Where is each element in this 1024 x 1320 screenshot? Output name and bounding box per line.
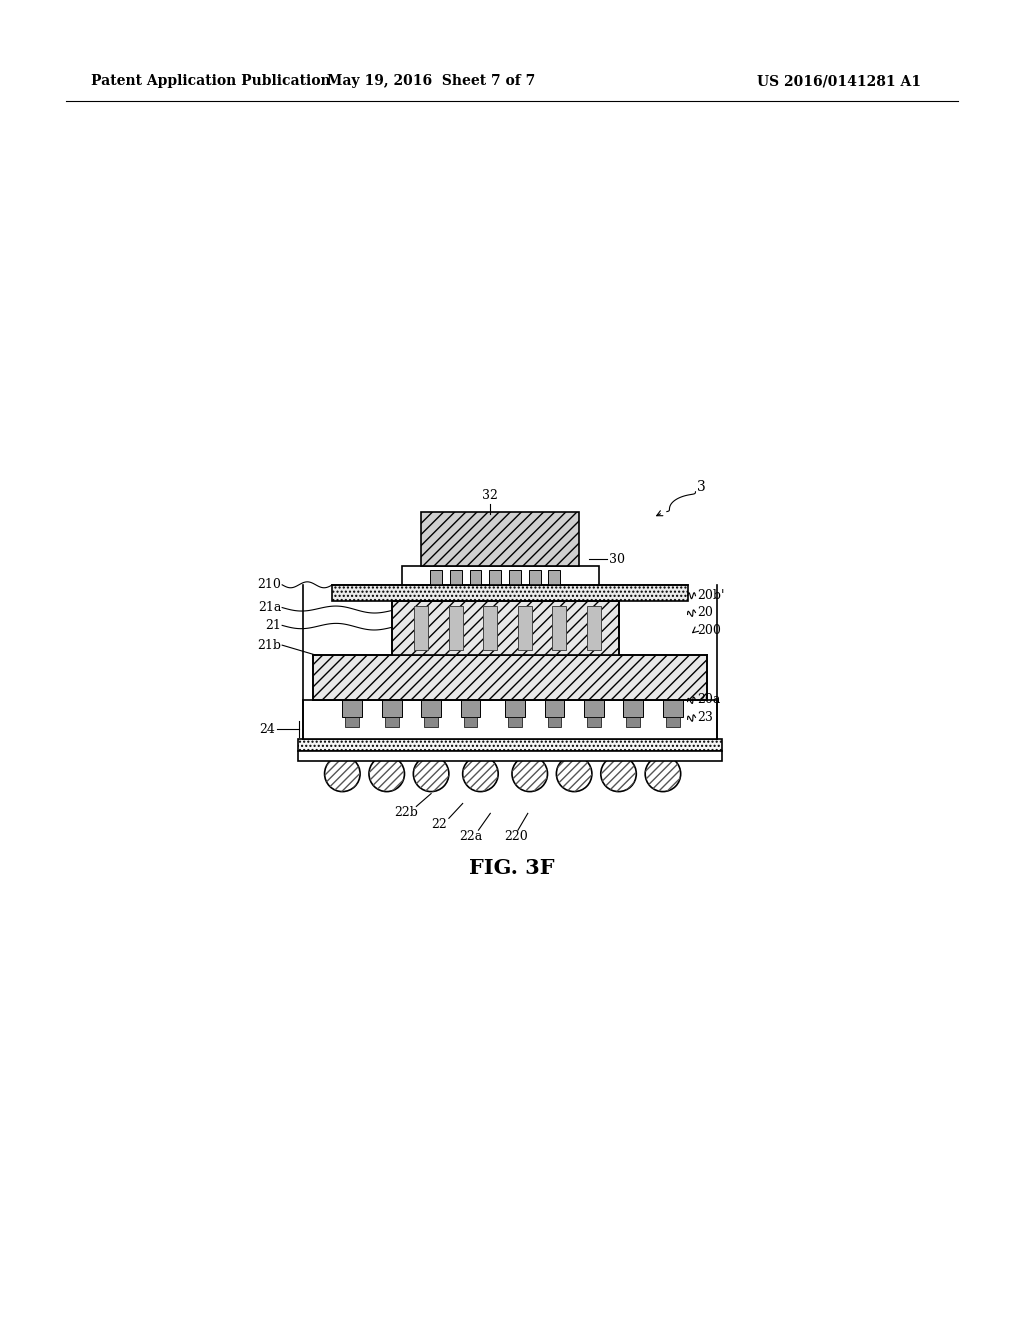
Bar [663,700,683,717]
Circle shape [601,756,636,792]
Bar [421,512,580,566]
Text: 21b: 21b [257,639,282,652]
Bar [518,606,531,651]
Circle shape [369,756,404,792]
Bar [464,717,477,727]
Bar [470,570,481,585]
Text: 220: 220 [504,830,527,843]
Text: 24: 24 [259,723,275,735]
Bar [624,700,643,717]
Text: 20b': 20b' [697,589,725,602]
Bar [509,570,521,585]
Bar [391,601,618,655]
Bar [312,655,708,700]
Bar [449,606,463,651]
Bar [421,700,441,717]
Bar [333,585,687,601]
Bar [587,717,601,727]
Text: 20: 20 [697,606,714,619]
Bar [430,570,442,585]
Bar [385,717,398,727]
Circle shape [463,756,499,792]
Text: 200: 200 [697,624,721,636]
Circle shape [645,756,681,792]
Bar [298,739,722,751]
Bar [298,751,722,760]
Bar [584,700,604,717]
Bar [528,570,541,585]
Text: 30: 30 [608,553,625,565]
Bar [401,566,599,585]
Circle shape [556,756,592,792]
Bar [483,606,498,651]
Bar [489,570,501,585]
Text: US 2016/0141281 A1: US 2016/0141281 A1 [757,74,921,88]
Bar [545,700,564,717]
Text: 21a: 21a [258,601,282,614]
Text: FIG. 3F: FIG. 3F [469,858,555,878]
Text: 22: 22 [431,818,446,832]
Bar [342,700,362,717]
Bar [382,700,401,717]
Bar [303,700,717,739]
Text: 3: 3 [697,480,707,494]
Bar [666,717,680,727]
Bar [627,717,640,727]
Bar [548,717,561,727]
Circle shape [325,756,360,792]
Text: 210: 210 [257,578,282,591]
Bar [552,606,566,651]
Text: 20a: 20a [697,693,721,706]
Text: 23: 23 [697,711,714,723]
Circle shape [414,756,449,792]
Bar [415,606,428,651]
Text: Patent Application Publication: Patent Application Publication [91,74,331,88]
Text: 32: 32 [482,488,499,502]
Bar [461,700,480,717]
Bar [587,606,601,651]
Text: May 19, 2016  Sheet 7 of 7: May 19, 2016 Sheet 7 of 7 [327,74,536,88]
Circle shape [512,756,548,792]
Bar [345,717,359,727]
Bar [505,700,525,717]
Bar [424,717,438,727]
Text: 22a: 22a [459,830,482,843]
Bar [450,570,462,585]
Bar [549,570,560,585]
Bar [508,717,522,727]
Text: 21: 21 [265,619,282,632]
Text: 22b: 22b [394,807,419,820]
